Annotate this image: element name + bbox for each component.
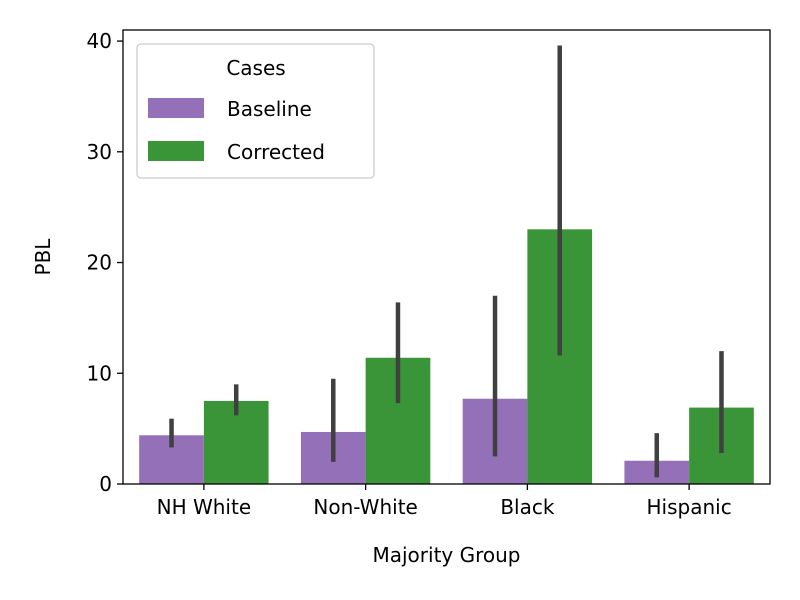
y-tick-label: 10	[87, 361, 112, 385]
x-tick-label-nh-white: NH White	[157, 495, 252, 519]
y-axis: 0 10 20 30 40	[87, 29, 123, 496]
legend-title: Cases	[226, 56, 285, 80]
y-tick-label: 40	[87, 29, 112, 53]
legend: Cases Baseline Corrected	[136, 43, 375, 179]
x-axis: NH White Non-White Black Hispanic	[157, 484, 732, 519]
legend-items: Baseline Corrected	[148, 97, 325, 164]
y-axis-label: PBL	[31, 238, 55, 276]
y-tick-label: 20	[87, 251, 112, 275]
x-tick-label-hispanic: Hispanic	[647, 495, 732, 519]
x-tick-label-non-white: Non-White	[313, 495, 417, 519]
bars-layer	[139, 229, 754, 484]
error-bars-layer	[169, 45, 724, 478]
x-tick-label-black: Black	[500, 495, 555, 519]
legend-swatch-baseline	[148, 98, 204, 118]
y-tick-label: 30	[87, 140, 112, 164]
legend-label-corrected: Corrected	[227, 140, 325, 164]
legend-swatch-corrected	[148, 141, 204, 161]
plot-frame	[122, 29, 771, 485]
legend-label-baseline: Baseline	[227, 97, 312, 121]
x-axis-label: Majority Group	[372, 543, 520, 567]
y-tick-label: 0	[99, 472, 112, 496]
